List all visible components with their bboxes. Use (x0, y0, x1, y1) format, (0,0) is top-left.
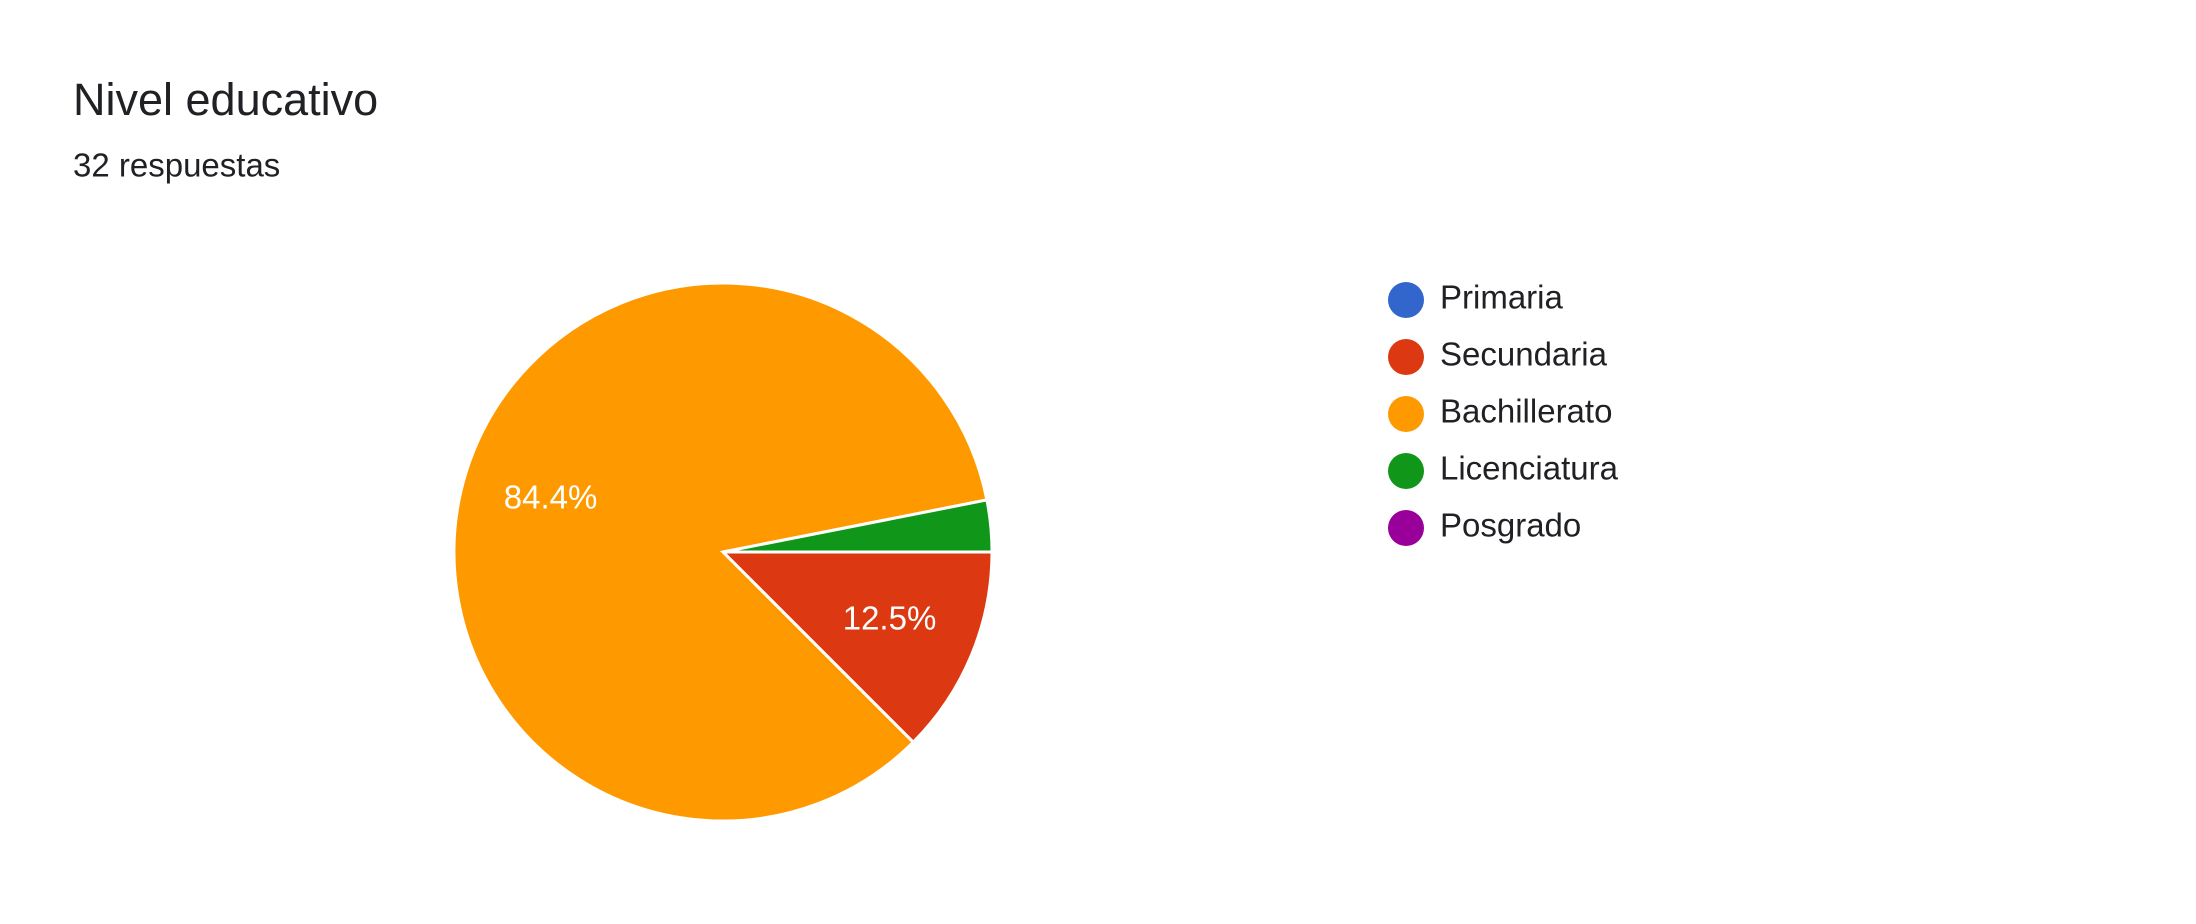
legend-swatch (1388, 282, 1424, 318)
legend-label: Secundaria (1440, 336, 1608, 373)
legend-label: Primaria (1440, 279, 1563, 316)
pie-slice (719, 550, 994, 745)
chart-title: Nivel educativo (73, 74, 378, 125)
legend-swatch (1388, 453, 1424, 489)
chart-subtitle: 32 respuestas (73, 147, 280, 184)
pie-slice (452, 281, 989, 823)
legend-swatch (1388, 510, 1424, 546)
legend-swatch (1388, 396, 1424, 432)
legend-label: Licenciatura (1440, 450, 1619, 487)
legend-swatch (1388, 339, 1424, 375)
legend-label: Posgrado (1440, 507, 1581, 544)
pie-slice (722, 498, 994, 554)
legend-label: Bachillerato (1440, 393, 1612, 430)
value-label: 84.4% (504, 478, 598, 515)
value-label: 12.5% (843, 600, 937, 637)
